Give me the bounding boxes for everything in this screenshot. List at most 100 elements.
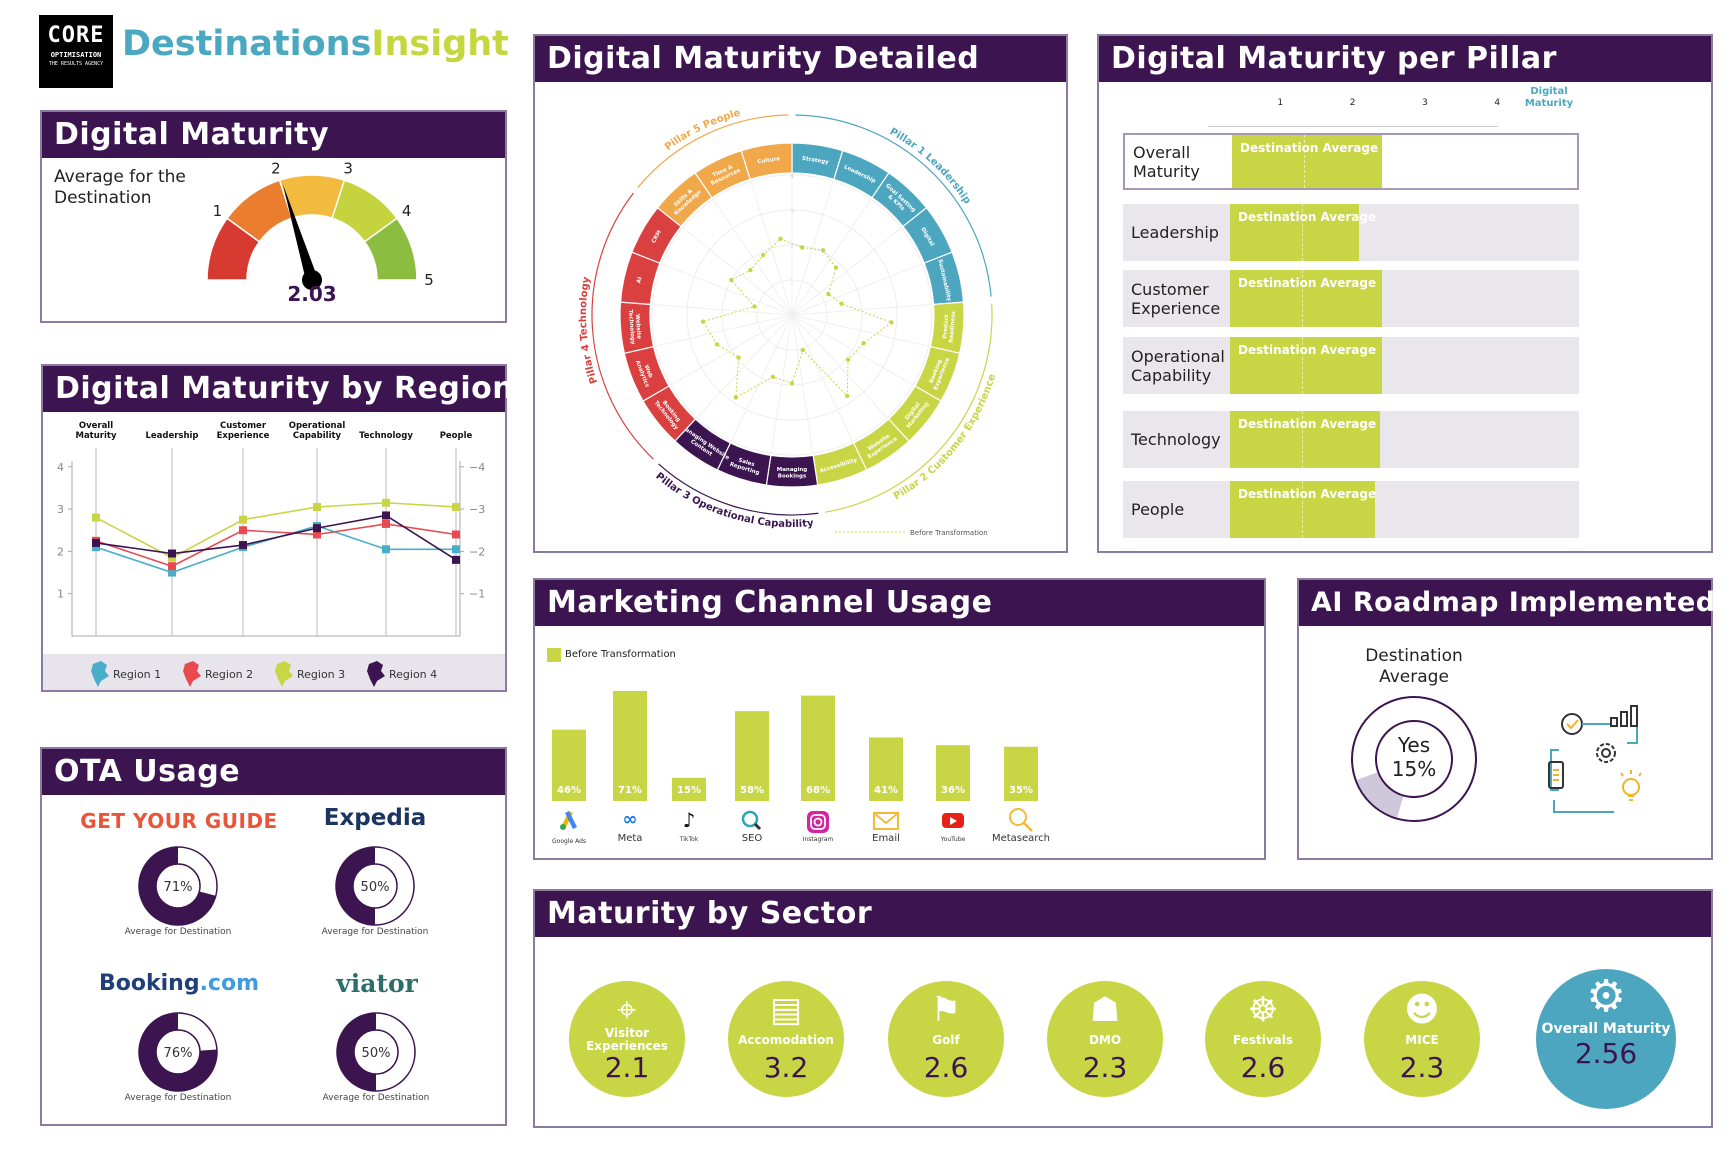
region-map-icon <box>367 661 385 687</box>
svg-text:∞: ∞ <box>623 809 638 830</box>
bar <box>869 737 903 801</box>
detailed-panel: Digital Maturity Detailed 1234StrategyLe… <box>533 34 1068 553</box>
booking-logo-a: Booking <box>98 971 200 996</box>
donut-value: 50% <box>362 1046 391 1061</box>
sector-item: ▤ Accomodation 3.2 <box>728 981 844 1097</box>
pillar-row: Customer Experience Destination Average <box>1123 270 1579 327</box>
legend-label: Region 4 <box>389 668 437 681</box>
bar <box>1004 746 1038 801</box>
pillar-bar <box>1230 337 1382 394</box>
sector-value: 3.2 <box>763 1051 809 1084</box>
ota-caption: Average for Destination <box>124 1093 232 1103</box>
radar-point <box>833 265 839 270</box>
bar-label: 36% <box>941 785 965 796</box>
legend-label: Region 3 <box>297 668 345 681</box>
donut-value: 76% <box>164 1046 193 1061</box>
panel-title: OTA Usage <box>42 749 505 795</box>
y-tick-left: 1 <box>57 588 64 601</box>
radar-point <box>845 393 850 399</box>
bar-label: 15% <box>677 785 701 796</box>
sector-name: Accomodation <box>738 1032 834 1047</box>
workflow-icon <box>1548 705 1642 813</box>
pillar-row: Operational Capability Destination Averag… <box>1123 337 1579 394</box>
category-label: Maturity <box>75 431 116 441</box>
sector-name: Festivals <box>1232 1032 1294 1047</box>
pillar-row: Overall Maturity Destination Average <box>1123 133 1579 190</box>
expedia-logo: Expedia <box>323 805 427 831</box>
booking-logo: Booking.com <box>79 971 279 996</box>
radar-spoke <box>730 314 793 442</box>
pillar-label: Pillar 5 People <box>663 108 742 153</box>
gauge-needle-hub <box>302 270 322 290</box>
radar-spoke <box>791 181 834 316</box>
panel-title: Digital Maturity <box>42 112 505 158</box>
radar-point <box>839 301 844 306</box>
radar-point <box>826 291 831 297</box>
sector-name: Visitor Experiences <box>586 1026 668 1053</box>
data-point <box>382 511 390 520</box>
logo-main: CORE <box>47 23 105 48</box>
category-label: Instagram <box>803 836 834 843</box>
region-panel: Digital Maturity by Region 1 −1 2 −2 3 −3 4 −4 O… <box>41 364 514 692</box>
pillar-bar <box>1230 411 1380 468</box>
radar-spoke <box>655 314 793 347</box>
radar-category-label: ProductReadiness <box>942 310 957 343</box>
data-point <box>239 526 247 535</box>
data-point <box>168 568 176 577</box>
bar <box>801 695 835 801</box>
pillar-label: Leadership <box>1131 223 1219 242</box>
pillar-label: People <box>1131 500 1185 519</box>
digital-maturity-panel: Digital Maturity Average for the Destina… <box>40 110 507 323</box>
data-point <box>168 553 176 562</box>
series-line <box>95 514 457 561</box>
series-line <box>95 525 456 574</box>
pillar-label: Technology <box>1131 430 1221 449</box>
gauge-segment <box>363 217 418 281</box>
bed-icon: ▤ <box>769 990 803 1030</box>
panel-title: Digital Maturity per Pillar <box>1099 36 1711 82</box>
donut-fill <box>139 847 216 925</box>
legend-label: Region 1 <box>113 668 161 681</box>
ota-caption: Average for Destination <box>322 1093 430 1103</box>
google-ads-icon <box>560 811 577 830</box>
radar-spoke <box>791 314 929 347</box>
getyourguide-logo: GET YOUR GUIDE <box>80 809 278 833</box>
region-map-icon <box>91 661 109 687</box>
category-label: Operational <box>289 421 346 431</box>
gauge-tick: 3 <box>343 160 353 178</box>
golf-flag-icon: ⚑ <box>930 990 962 1030</box>
data-point <box>382 545 390 554</box>
meta-icon: ∞ <box>623 809 638 830</box>
pillar-arc <box>591 192 654 460</box>
sector-value: 2.56 <box>1574 1037 1638 1070</box>
radar-spoke <box>670 314 793 386</box>
category-label: Experience <box>217 431 270 441</box>
category-label: Technology <box>359 431 413 441</box>
radar-point <box>700 319 706 324</box>
logo-tag: THE RESULTS AGENCY <box>48 61 104 67</box>
bar-label: 68% <box>806 785 830 796</box>
y-tick-left: 3 <box>57 503 64 516</box>
gauge-tick: 1 <box>213 202 223 220</box>
category-label: Leadership <box>145 431 198 441</box>
sector-item: ☻ MICE 2.3 <box>1364 981 1480 1097</box>
sector-item: ⌖ Visitor Experiences 2.1 <box>569 981 685 1097</box>
sector-name: Golf <box>932 1032 960 1047</box>
bar-label: 71% <box>618 785 642 796</box>
radar-category-label: Managing Bookings <box>777 467 808 480</box>
category-label: TikTok <box>679 836 699 843</box>
pillar-arc <box>795 114 992 297</box>
pillar-bar <box>1232 135 1383 188</box>
data-point <box>452 530 460 539</box>
pillar-row: Leadership Destination Average <box>1123 204 1579 261</box>
radar-point <box>800 347 806 353</box>
donut-value: 50% <box>361 880 390 895</box>
x-axis-label: Digital Maturity <box>1524 86 1574 109</box>
marketing-bar-chart: 46% Google Ads 71% ∞ Meta 15% ♪ TikTok 58% SEO 68%… <box>552 690 1050 845</box>
svg-text:♪: ♪ <box>683 808 696 832</box>
x-tick: 2 <box>1349 98 1356 108</box>
pillar-label: Operational Capability <box>1131 346 1225 385</box>
booking-logo-b: .com <box>199 971 260 996</box>
tiktok-icon: ♪ <box>683 808 696 832</box>
